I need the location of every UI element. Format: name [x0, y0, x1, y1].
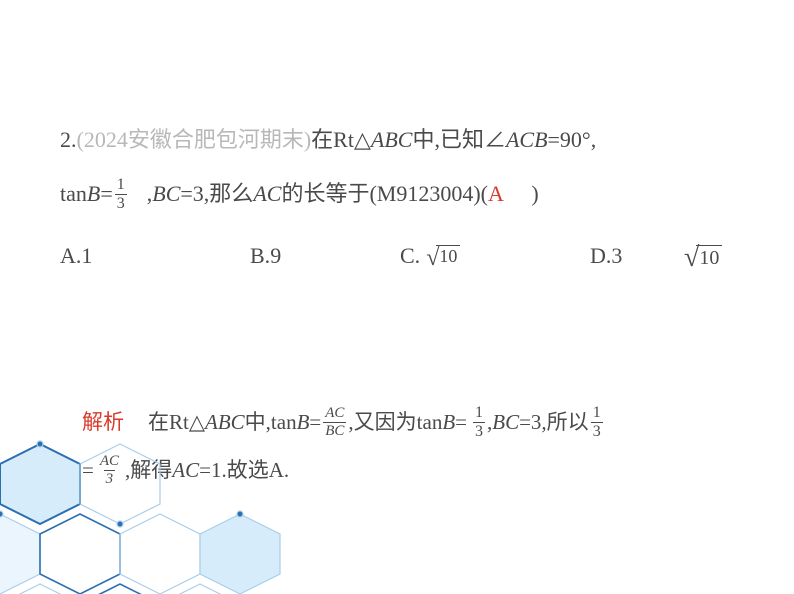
var-b: B: [297, 400, 310, 444]
numerator: AC: [98, 454, 121, 470]
text: =3,那么: [180, 174, 253, 214]
solution-label: 解析: [82, 400, 124, 444]
solution-block: 解析 在Rt△ ABC 中,tan B = AC BC ,又因为tan B = …: [82, 400, 734, 492]
option-d: D. 3: [590, 243, 670, 269]
numerator: 1: [115, 177, 127, 194]
var-bc: BC: [492, 400, 519, 444]
denominator: BC: [323, 422, 346, 439]
question-source: (2024安徽合肥包河期末): [77, 120, 312, 160]
radicand: 10: [436, 245, 460, 268]
var-abc: ABC: [371, 120, 413, 160]
text: =3,所以: [519, 400, 589, 444]
radicand: 10: [696, 245, 722, 270]
option-value: 3: [611, 243, 622, 269]
answer-letter: A: [488, 174, 504, 214]
text: 中,已知∠: [412, 120, 506, 160]
option-value: 9: [270, 243, 281, 269]
var-ac: AC: [172, 448, 199, 492]
fraction-1-3: 1 3: [115, 177, 127, 212]
denominator: 3: [591, 422, 603, 440]
text: 中,tan: [245, 400, 297, 444]
fraction-ac-3: AC 3: [98, 454, 121, 487]
question-line-1: 2. (2024安徽合肥包河期末) 在Rt△ ABC 中,已知∠ ACB =90…: [60, 120, 734, 160]
solution-line-1: 解析 在Rt△ ABC 中,tan B = AC BC ,又因为tan B = …: [82, 400, 734, 444]
text: 的长等于(M9123004)(: [281, 174, 488, 214]
text: ): [504, 174, 539, 214]
options-row: A. 1 B. 9 C. √ 10 D. 3 √ 10: [60, 242, 734, 270]
text: ,解得: [125, 448, 172, 492]
option-label: B.: [250, 243, 270, 269]
text: =: [100, 174, 112, 214]
denominator: 3: [115, 194, 127, 212]
text: tan: [60, 174, 87, 214]
radical-icon: √: [426, 246, 439, 270]
denominator: 3: [104, 470, 116, 487]
var-acb: ACB: [506, 120, 548, 160]
fraction-1-3: 1 3: [473, 405, 485, 440]
option-b: B. 9: [250, 243, 400, 269]
var-bc: BC: [152, 174, 180, 214]
option-label: C.: [400, 243, 420, 269]
numerator: 1: [591, 405, 603, 422]
text: =: [309, 400, 321, 444]
radical-icon: √: [684, 244, 699, 272]
option-value: 1: [81, 243, 92, 269]
fraction-ac-bc: AC BC: [323, 406, 346, 439]
solution-line-2: = AC 3 ,解得 AC =1.故选A.: [82, 448, 734, 492]
option-label: A.: [60, 243, 81, 269]
fraction-1-3: 1 3: [591, 405, 603, 440]
question-number: 2.: [60, 120, 77, 160]
text: 在Rt△: [311, 120, 371, 160]
sqrt-10: √ 10: [426, 244, 460, 268]
numerator: 1: [473, 405, 485, 422]
denominator: 3: [473, 422, 485, 440]
numerator: AC: [323, 406, 346, 422]
option-c: C. √ 10: [400, 243, 590, 269]
var-ac: AC: [253, 174, 281, 214]
text: ,又因为tan: [348, 400, 442, 444]
text: =: [82, 448, 94, 492]
var-b: B: [442, 400, 455, 444]
text: =90°,: [548, 120, 597, 160]
option-label: D.: [590, 243, 611, 269]
text: =1.故选A.: [199, 448, 289, 492]
question-line-2: tan B = 1 3 , BC =3,那么 AC 的长等于(M9123004)…: [60, 174, 734, 214]
option-a: A. 1: [60, 243, 250, 269]
text: =: [455, 400, 467, 444]
question-block: 2. (2024安徽合肥包河期末) 在Rt△ ABC 中,已知∠ ACB =90…: [60, 120, 734, 270]
text: 在Rt△: [148, 400, 205, 444]
slide-page: 2. (2024安徽合肥包河期末) 在Rt△ ABC 中,已知∠ ACB =90…: [0, 0, 794, 594]
var-b: B: [87, 174, 100, 214]
sqrt-10-extra: √ 10: [684, 242, 722, 270]
var-abc: ABC: [205, 400, 245, 444]
